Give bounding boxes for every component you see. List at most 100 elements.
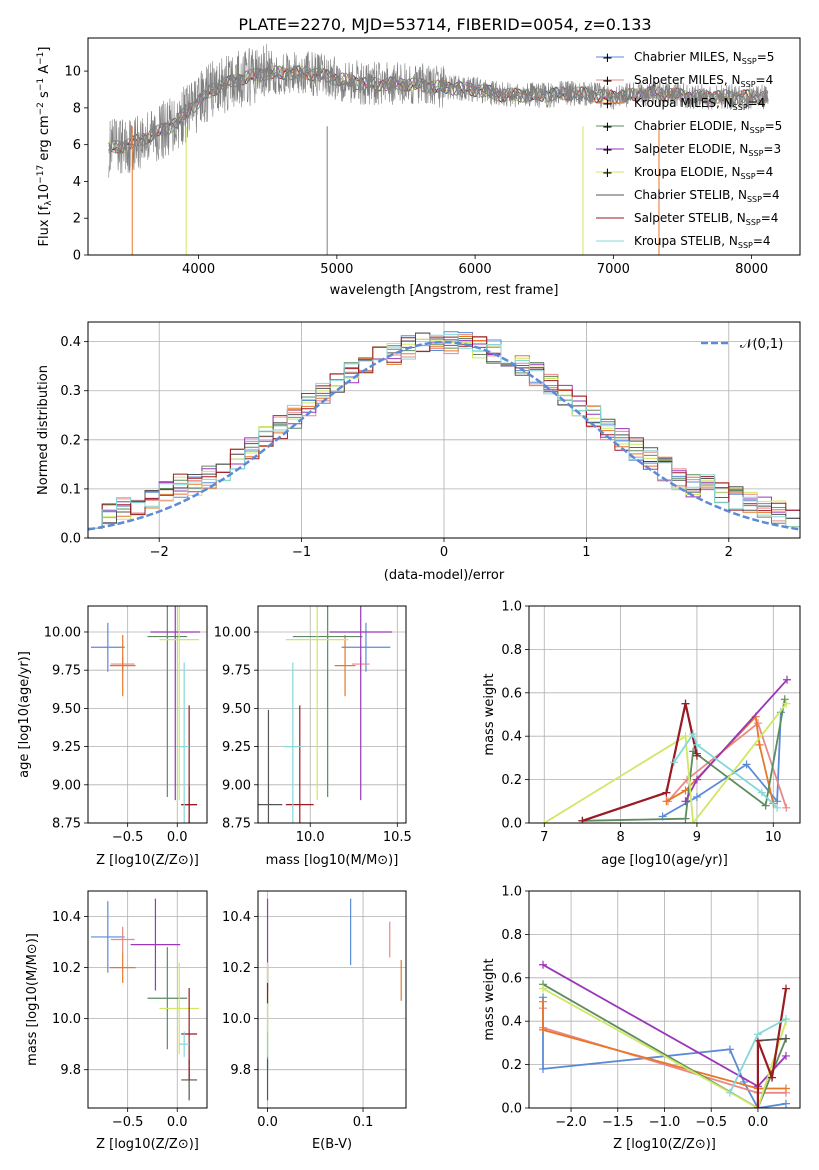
weight-marker <box>681 732 690 741</box>
point-chabrier-elodie <box>147 947 188 1050</box>
y-tick-label: 2 <box>73 212 81 227</box>
weight-marker <box>754 719 763 728</box>
weight-marker <box>539 1025 548 1034</box>
y-tick-label: 0.4 <box>501 1015 522 1030</box>
point-kroupa-stelib <box>284 662 302 823</box>
axes-frame <box>87 890 208 1109</box>
weight-marker <box>725 1045 734 1054</box>
point-kroupa-miles <box>109 952 136 983</box>
weight-marker <box>755 740 764 749</box>
point-kroupa-elodie <box>159 962 200 1055</box>
y-tick-label: 0.6 <box>501 686 522 701</box>
weight-marker <box>689 730 698 739</box>
plot-area <box>88 331 800 531</box>
point-chabrier-miles <box>90 901 125 973</box>
x-tick-label: 5000 <box>320 262 353 277</box>
chart-age-Z: −0.5 0.0 8.75 9.00 9.25 9.50 9.75 10.00 Z [log10… <box>17 605 208 868</box>
legend-marker: + <box>602 74 613 89</box>
x-axis-label: (data-model)/error <box>384 568 505 583</box>
chart-weight-age: 7 8 9 10 0.0 0.2 0.4 0.6 0.8 1.0 age [log10(age/yr… <box>482 600 801 868</box>
data-spectrum-line <box>108 44 769 178</box>
y-axis-label: mass weight <box>482 673 497 755</box>
weight-marker <box>692 740 701 749</box>
y-tick-label: 10.2 <box>52 961 81 976</box>
y-tick-label: 9.75 <box>222 664 251 679</box>
y-axis-label: Flux [fλ10−17 erg cm−2 s−1 A−1] <box>36 47 54 247</box>
histogram-step-line <box>88 336 800 529</box>
axes-frame <box>528 605 801 824</box>
y-tick-label: 10.4 <box>52 910 81 925</box>
legend-label: Kroupa MILES, NSSP=4 <box>634 96 765 112</box>
point-chabrier-elodie <box>292 606 363 798</box>
legend-label: Chabrier MILES, NSSP=5 <box>634 50 774 66</box>
weight-marker <box>773 803 782 812</box>
y-tick-label: 10 <box>64 65 81 80</box>
x-tick-label: −2 <box>150 545 169 560</box>
weight-marker <box>742 760 751 769</box>
weight-marker <box>753 1104 762 1108</box>
y-tick-label: 0.8 <box>501 928 522 943</box>
weight-marker <box>540 819 549 823</box>
x-tick-label: 0.0 <box>167 830 188 845</box>
y-tick-label: 4 <box>73 175 81 190</box>
point-chabrier-stelib <box>258 709 283 823</box>
y-tick-label: 1.0 <box>501 600 522 615</box>
weight-line <box>582 703 698 822</box>
x-tick-label: 0.0 <box>748 1115 769 1130</box>
plot-area <box>108 44 769 255</box>
x-tick-label: 7000 <box>597 262 630 277</box>
y-tick-label: 0.2 <box>60 433 81 448</box>
x-tick-label: −0.5 <box>112 830 144 845</box>
plot-area <box>90 606 201 823</box>
y-tick-label: 0.2 <box>501 1058 522 1073</box>
weight-marker <box>681 814 690 823</box>
y-tick-label: 10.4 <box>222 910 251 925</box>
y-tick-label: 9.8 <box>60 1063 81 1078</box>
point-salpeter-elodie <box>329 606 393 801</box>
x-tick-label: 4000 <box>182 262 215 277</box>
chart-mass-Z: −0.5 0.0 9.8 10.0 10.2 10.4 Z [log10(Z/Z⊙)] mas… <box>25 890 208 1152</box>
x-tick-label: 10.0 <box>296 830 325 845</box>
x-axis-label: wavelength [Angstrom, rest frame] <box>330 283 559 298</box>
point-kroupa-elodie <box>285 606 349 801</box>
legend-label: Chabrier STELIB, NSSP=4 <box>634 188 780 204</box>
y-tick-label: 0.3 <box>60 384 81 399</box>
point-kroupa-miles <box>109 635 136 697</box>
weight-marker <box>781 1084 790 1093</box>
chart-mass-EBV: 0.0 0.1 9.8 10.0 10.2 10.4 E(B-V) <box>222 890 407 1152</box>
plot-area <box>540 675 792 823</box>
legend-label: Salpeter STELIB, NSSP=4 <box>634 211 778 227</box>
axes-frame <box>528 890 801 1109</box>
weight-marker <box>539 1064 548 1073</box>
x-tick-label: 0.0 <box>167 1115 188 1130</box>
x-axis-label: Z [log10(Z/Z⊙)] <box>96 1137 199 1152</box>
x-tick-label: 1 <box>582 545 590 560</box>
weight-marker <box>781 984 790 993</box>
legend-label: Kroupa ELODIE, NSSP=4 <box>634 165 773 181</box>
weight-marker <box>781 1034 790 1043</box>
point-chabrier-miles <box>90 622 125 672</box>
y-tick-label: 10.0 <box>222 1012 251 1027</box>
x-tick-label: 6000 <box>459 262 492 277</box>
point-salpeter-miles <box>110 926 135 953</box>
point-salpeter-stelib <box>285 705 314 823</box>
y-tick-label: 9.00 <box>222 778 251 793</box>
x-tick-label: 8000 <box>735 262 768 277</box>
y-axis-label: mass weight <box>482 958 497 1040</box>
point-salpeter-elodie <box>130 898 181 991</box>
x-tick-label: −1 <box>292 545 311 560</box>
x-tick-label: −0.5 <box>112 1115 144 1130</box>
point-kroupa-elodie <box>159 606 200 801</box>
y-tick-label: 9.50 <box>52 702 81 717</box>
y-tick-label: 0.8 <box>501 643 522 658</box>
histogram-step-line <box>88 333 800 529</box>
axes-frame <box>87 321 801 539</box>
y-tick-label: 0.0 <box>501 817 522 832</box>
weight-marker <box>681 797 690 806</box>
x-tick-label: 7 <box>540 830 548 845</box>
y-axis-label: Normed distribution <box>36 365 51 495</box>
weight-marker <box>692 792 701 801</box>
weight-marker <box>761 801 770 810</box>
weight-marker <box>692 751 701 760</box>
